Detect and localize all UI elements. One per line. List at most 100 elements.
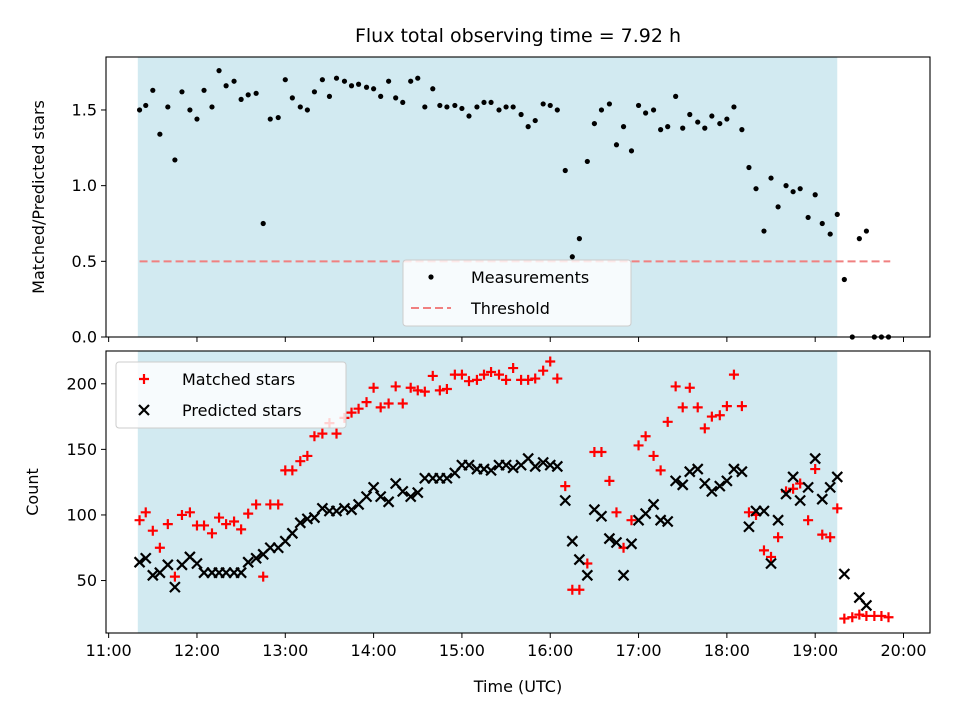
series-1-point xyxy=(639,507,652,520)
series-0-point xyxy=(415,75,421,81)
series-0-point xyxy=(606,101,613,107)
series-0-point xyxy=(596,446,607,457)
series-1-point xyxy=(500,459,512,471)
series-0-point xyxy=(209,104,215,110)
series-0-point xyxy=(206,528,217,539)
series-0-point xyxy=(695,119,701,125)
series-0-point xyxy=(331,428,342,439)
series-1-point xyxy=(529,460,541,473)
series-0-point xyxy=(302,450,313,461)
series-1-point xyxy=(772,514,784,526)
series-0-point xyxy=(371,86,377,92)
series-0-point xyxy=(827,231,833,237)
series-1-point xyxy=(507,461,519,474)
series-1-point xyxy=(551,460,564,473)
series-0-point xyxy=(154,542,165,553)
series-0-point xyxy=(825,532,836,543)
series-0-point xyxy=(267,116,273,122)
series-1-point xyxy=(647,498,660,511)
series-1-point xyxy=(831,471,844,483)
series-1-point xyxy=(794,494,806,507)
series-1-point xyxy=(595,510,608,523)
series-0-point xyxy=(569,254,575,260)
series-0-point xyxy=(150,87,156,93)
series-0-point xyxy=(643,110,649,116)
series-0-point xyxy=(856,236,862,242)
series-0-point xyxy=(547,102,553,109)
series-0-point xyxy=(714,410,725,421)
legend-box xyxy=(402,259,632,327)
series-0-point xyxy=(839,613,850,624)
series-0-point xyxy=(883,612,894,623)
series-0-point xyxy=(662,416,673,427)
series-0-point xyxy=(604,475,615,486)
series-0-point xyxy=(508,363,519,374)
series-1-point xyxy=(147,569,159,582)
series-0-point xyxy=(434,385,445,396)
series-0-point xyxy=(184,507,195,518)
series-0-point xyxy=(598,107,605,113)
x-tick-label: 17:00 xyxy=(615,641,661,660)
series-0-point xyxy=(812,192,818,198)
x-tick-label: 15:00 xyxy=(439,641,485,660)
series-0-point xyxy=(847,612,858,623)
series-1-point xyxy=(581,569,594,582)
y-tick-label: 0.0 xyxy=(72,328,97,347)
series-1-point xyxy=(411,486,424,499)
series-0-point xyxy=(591,120,597,127)
series-1-point xyxy=(824,481,836,494)
series-0-point xyxy=(560,481,571,492)
series-1-point xyxy=(330,505,343,517)
series-1-point xyxy=(396,485,409,498)
series-1-point xyxy=(676,479,689,491)
series-0-point xyxy=(584,158,590,165)
series-0-point xyxy=(452,102,458,109)
series-0-point xyxy=(147,525,158,536)
series-0-point xyxy=(819,220,825,227)
series-0-point xyxy=(273,499,284,510)
series-0-point xyxy=(282,77,288,83)
series-0-point xyxy=(223,83,229,89)
series-0-point xyxy=(717,120,723,127)
series-0-point xyxy=(309,431,320,442)
series-0-point xyxy=(775,204,781,210)
series-0-point xyxy=(238,96,244,102)
series-0-point xyxy=(378,93,384,99)
series-0-point xyxy=(702,125,708,131)
series-0-point xyxy=(854,609,865,620)
series-0-point xyxy=(768,175,774,181)
series-1-point xyxy=(706,485,718,498)
series-0-point xyxy=(766,551,777,562)
series-0-point xyxy=(503,104,509,110)
series-1-point xyxy=(721,475,733,487)
legend-label: Predicted stars xyxy=(182,401,302,420)
series-0-point xyxy=(229,516,240,527)
series-0-point xyxy=(176,509,187,520)
series-1-point xyxy=(625,538,638,550)
series-0-point xyxy=(684,382,695,393)
series-0-point xyxy=(474,104,480,110)
y-tick-label: 0.5 xyxy=(72,252,97,271)
series-1-point xyxy=(286,527,299,540)
series-0-point xyxy=(419,386,430,397)
series-0-point xyxy=(709,113,715,119)
series-0-point xyxy=(375,402,386,413)
series-1-point xyxy=(441,472,453,485)
top-panel-ylabel: Matched/Predicted stars xyxy=(29,100,48,294)
series-0-point xyxy=(169,571,180,582)
chart-title: Flux total observing time = 7.92 h xyxy=(355,25,681,47)
series-0-point xyxy=(810,464,821,475)
series-0-point xyxy=(648,450,659,461)
y-tick-label: 50 xyxy=(77,571,97,590)
series-1-point xyxy=(367,481,380,494)
series-0-point xyxy=(761,228,767,234)
series-0-point xyxy=(289,95,295,101)
series-0-point xyxy=(724,116,730,122)
legend-swatch xyxy=(428,274,434,280)
series-0-point xyxy=(731,104,737,110)
series-0-point xyxy=(758,545,769,556)
series-0-point xyxy=(510,104,516,110)
top-panel-legend: Measurements Threshold xyxy=(402,259,632,327)
series-0-point xyxy=(554,107,560,113)
